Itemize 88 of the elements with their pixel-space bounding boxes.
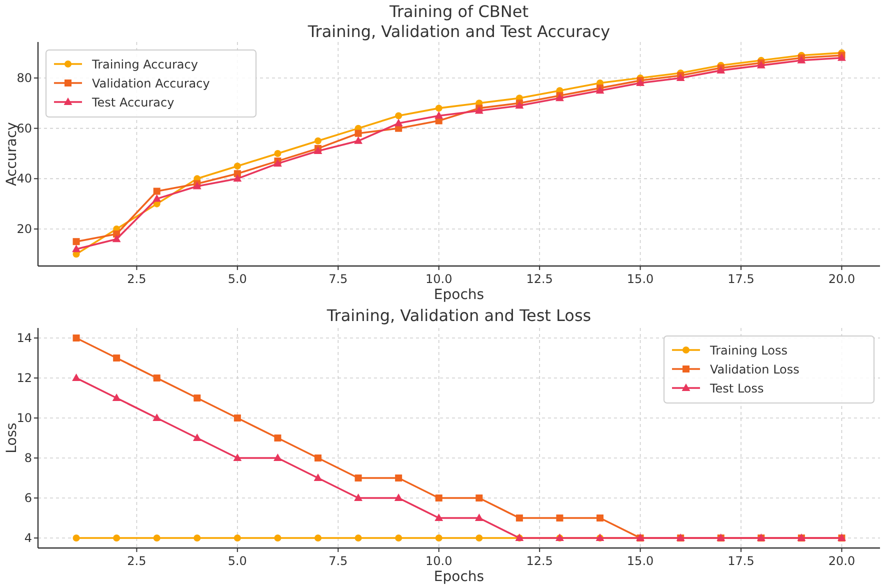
x-tick-label: 2.5 (127, 554, 146, 568)
x-tick-label: 7.5 (328, 554, 348, 568)
point (274, 434, 282, 442)
point (474, 514, 484, 521)
legend-label: Validation Loss (710, 362, 800, 376)
x-tick-label: 20.0 (828, 554, 856, 568)
legend-label: Validation Accuracy (92, 76, 210, 90)
point (153, 374, 160, 382)
x-tick-label: 17.5 (728, 554, 754, 568)
x-tick-label: 2.5 (127, 272, 146, 286)
point (394, 494, 403, 501)
point (72, 238, 80, 246)
point (636, 78, 644, 86)
point (72, 244, 80, 252)
point (354, 474, 362, 482)
point (314, 474, 322, 481)
point (233, 174, 242, 182)
point (434, 111, 444, 119)
y-axis-title: Loss (4, 422, 20, 454)
point (72, 374, 80, 381)
chart-subtitle: Training, Validation and Test Accuracy (306, 22, 610, 41)
point (194, 394, 201, 402)
point (395, 112, 402, 120)
point (72, 534, 80, 542)
x-axis-title: Epochs (434, 287, 484, 303)
point (192, 434, 202, 441)
x-tick-label: 15.0 (626, 554, 654, 568)
point (153, 188, 160, 195)
point (354, 130, 362, 137)
x-tick-label: 5.0 (228, 554, 247, 568)
point (395, 534, 402, 542)
chart-title: Training, Validation and Test Loss (326, 306, 592, 325)
chart-title: Training of CBNet (388, 2, 528, 21)
point (354, 136, 362, 144)
x-tick-label: 7.5 (328, 272, 348, 286)
y-tick-label: 10 (16, 411, 32, 425)
point (234, 162, 241, 170)
point (395, 474, 402, 482)
legend-label: Test Loss (709, 382, 764, 396)
point (112, 234, 121, 242)
point (152, 194, 162, 202)
point (435, 494, 442, 502)
x-tick-label: 15.0 (626, 272, 654, 286)
x-tick-label: 12.5 (526, 272, 553, 286)
legend-label: Training Accuracy (91, 58, 198, 72)
point (152, 414, 162, 421)
point (274, 534, 282, 542)
point (233, 454, 242, 461)
point (476, 494, 483, 502)
y-tick-label: 20 (16, 222, 32, 236)
point (354, 494, 362, 501)
point (234, 414, 241, 422)
x-axis-title: Epochs (434, 569, 484, 585)
point (314, 137, 322, 144)
point (516, 514, 523, 522)
legend-label: Training Loss (709, 344, 788, 358)
point (314, 454, 322, 462)
point (274, 454, 282, 461)
y-tick-label: 80 (16, 70, 32, 85)
point (314, 534, 322, 542)
point (194, 534, 201, 542)
x-tick-label: 10.0 (425, 272, 452, 286)
x-tick-label: 12.5 (526, 554, 553, 568)
point (434, 514, 444, 521)
x-tick-label: 5.0 (228, 272, 247, 286)
point (435, 534, 442, 542)
point (113, 354, 120, 362)
y-tick-label: 8 (24, 451, 32, 465)
point (556, 514, 564, 522)
point (394, 118, 403, 126)
y-tick-label: 14 (16, 331, 32, 345)
point (274, 150, 282, 157)
point (72, 334, 80, 342)
point (153, 534, 160, 542)
y-tick-label: 12 (16, 371, 32, 385)
y-tick-label: 4 (24, 531, 32, 545)
point (476, 534, 483, 542)
legend-label: Test Accuracy (91, 96, 174, 110)
point (234, 534, 241, 542)
point (596, 514, 604, 522)
point (435, 104, 442, 112)
x-tick-label: 20.0 (828, 272, 856, 286)
x-tick-label: 10.0 (425, 554, 452, 568)
point (113, 534, 120, 542)
point (354, 534, 362, 542)
point (112, 394, 121, 401)
y-tick-label: 6 (24, 491, 32, 505)
x-tick-label: 17.5 (728, 272, 754, 286)
